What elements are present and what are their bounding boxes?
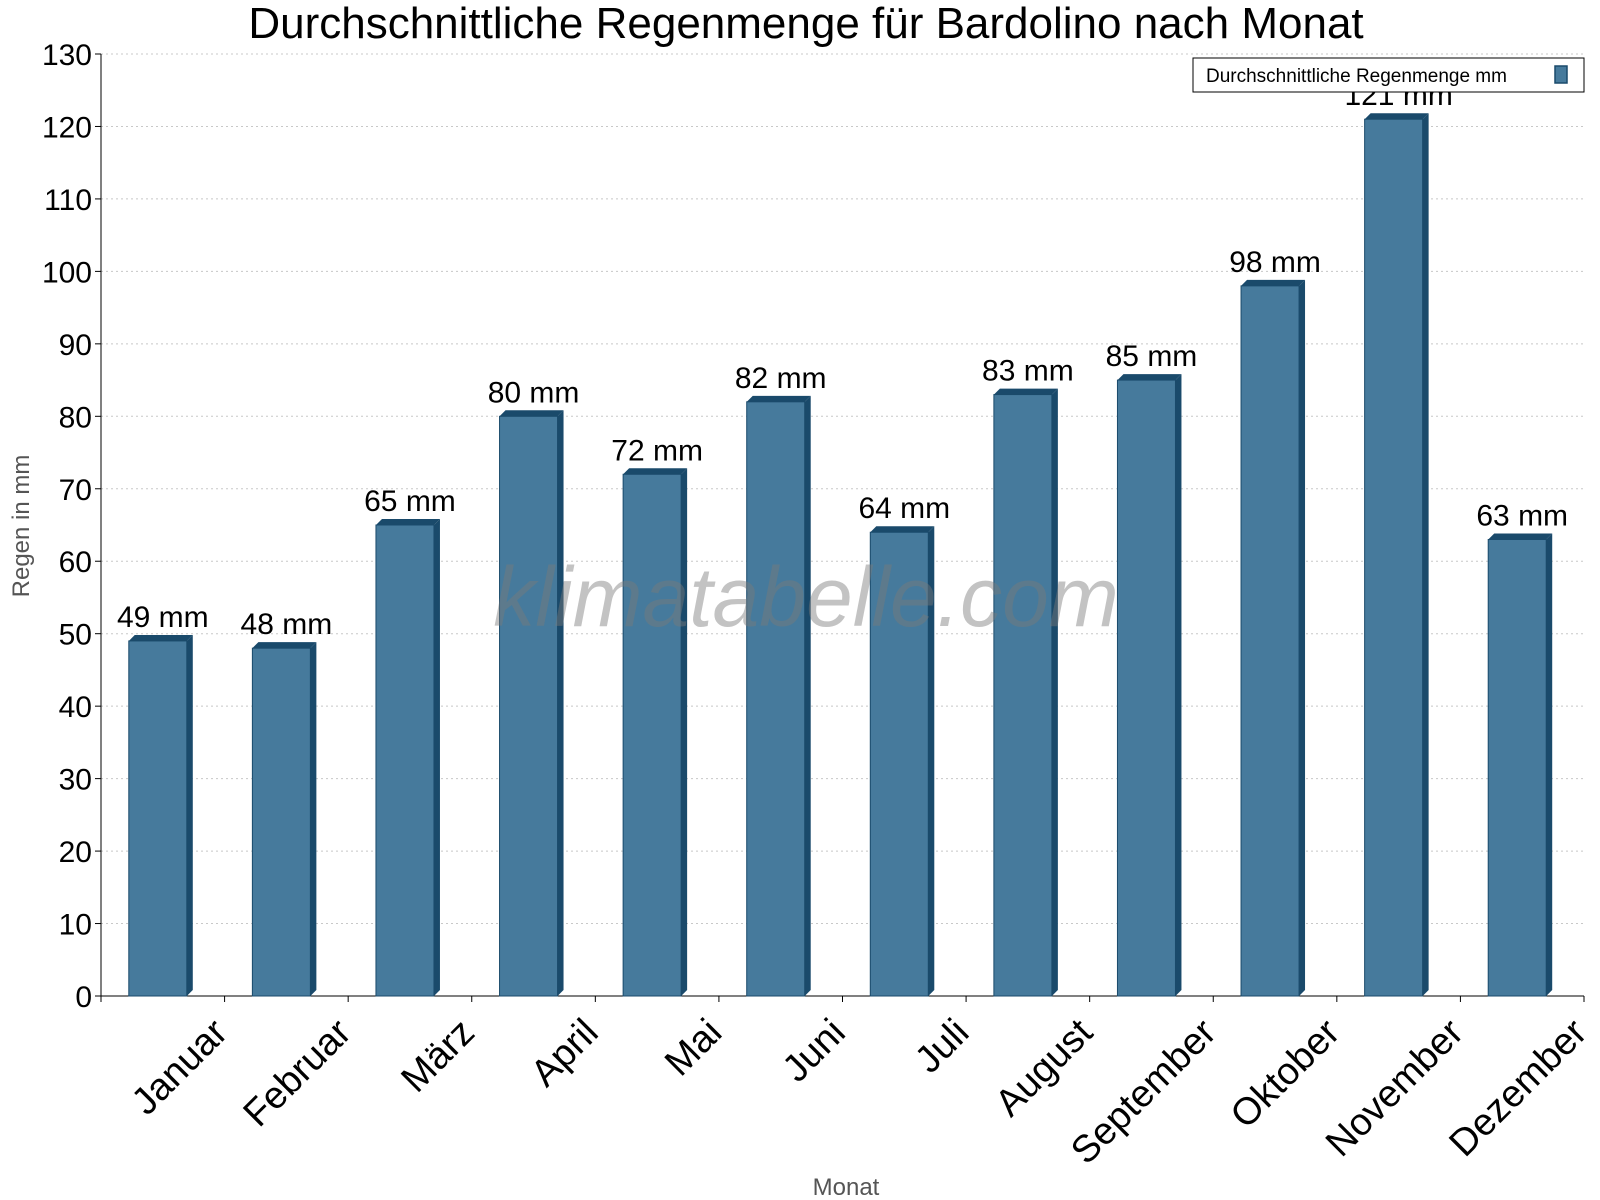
bar-front-face [251,647,311,997]
y-tick-label: 0 [75,981,92,1014]
bar-top-face [252,642,317,649]
bar [1487,533,1553,997]
x-axis-title: Monat [813,1174,880,1200]
bar-side-face [557,410,564,996]
bar-front-face [622,473,682,997]
legend-swatch [1554,65,1568,84]
x-axis: Januar Februar März April Mai Juni Juli AugustS… [100,995,1595,1172]
bar-front-face [499,415,559,997]
data-label: 82 mm [735,362,827,395]
bar-series [128,113,1553,997]
bar-front-face [128,640,188,997]
bar-top-face [1364,113,1429,120]
bar-top-face [1241,279,1306,286]
bar-front-face [1116,379,1176,997]
bar [869,526,935,997]
data-label: 63 mm [1476,499,1568,532]
data-label: 85 mm [1106,340,1198,373]
x-tick-label: Oktober [1223,1011,1349,1137]
data-label: 72 mm [611,434,703,467]
y-tick-label: 110 [44,184,92,217]
y-tick-label: 40 [59,691,92,724]
data-label: 80 mm [488,376,580,409]
bar-side-face [1422,113,1429,996]
y-tick-label: 80 [59,401,92,434]
data-label: 64 mm [858,492,950,525]
bar-side-face [681,468,688,996]
bar-side-face [1546,533,1553,996]
bar-front-face [1487,538,1547,997]
watermark: klimatabelle.com [493,550,1119,644]
y-tick-label: 30 [59,764,92,797]
x-tick-label: April [523,1011,606,1094]
bar-front-face [1240,285,1300,997]
bar-front-face [375,524,435,997]
bar [1364,113,1429,997]
bar [746,395,811,997]
legend-box [1192,57,1585,93]
data-label: 48 mm [241,608,333,641]
y-tick-label: 10 [59,909,92,942]
y-tick-label: 20 [59,836,92,869]
bar-side-face [928,526,935,996]
bar [622,468,688,997]
x-tick-label: Mai [657,1011,730,1084]
x-tick-label: Februar [236,1011,360,1135]
bar-front-face [993,394,1053,997]
bar-top-face [623,468,688,475]
bar-side-face [804,395,811,996]
bar-front-face [869,531,929,997]
legend-label: Durchschnittliche Regenmenge mm [1206,66,1507,87]
y-tick-label: 100 [42,256,92,289]
bar-top-face [499,410,564,417]
y-tick-label: 50 [59,619,92,652]
chart-title: Durchschnittliche Regenmenge für Bardoli… [248,0,1363,48]
y-tick-label: 60 [59,546,92,579]
y-tick-label: 130 [42,39,92,72]
y-axis-title: Regen in mm [8,455,35,598]
y-tick-label: 70 [59,474,92,507]
gridlines [101,53,1584,925]
bar-side-face [310,642,317,996]
y-tick-label: 90 [59,329,92,362]
bar-top-face [993,388,1058,395]
bar [128,634,193,997]
bar [251,642,317,997]
bar [499,410,564,997]
bar-top-face [746,395,811,402]
bar [993,388,1058,997]
bar-top-face [1488,533,1553,540]
data-label: 49 mm [117,601,209,634]
bar-side-face [186,634,193,996]
x-tick-label: Januar [124,1011,236,1123]
bar [1240,279,1306,997]
bar-top-face [128,634,193,641]
data-label: 83 mm [982,355,1074,388]
bar-top-face [870,526,935,533]
legend: Durchschnittliche Regenmenge mm [1192,57,1585,93]
y-tick-label: 120 [42,111,92,144]
data-label: 65 mm [364,485,456,518]
x-tick-label: März [394,1011,483,1100]
y-axis: 0 10 20 30 40 50 60 70 80 90 100 110 120 130 [42,39,102,1014]
bar-side-face [1051,388,1058,997]
data-label: 98 mm [1229,246,1321,279]
bar [1116,374,1182,997]
bar-front-face [746,401,806,997]
bar-side-face [1175,374,1182,997]
x-tick-label: Juni [775,1011,854,1090]
bar-top-face [1117,374,1182,381]
bar-side-face [433,519,440,996]
x-tick-label: August [988,1011,1102,1125]
bar [375,519,440,997]
bar-front-face [1364,118,1424,997]
bar-side-face [1299,279,1306,996]
x-tick-label: Juli [907,1011,977,1081]
bar-top-face [375,519,440,525]
